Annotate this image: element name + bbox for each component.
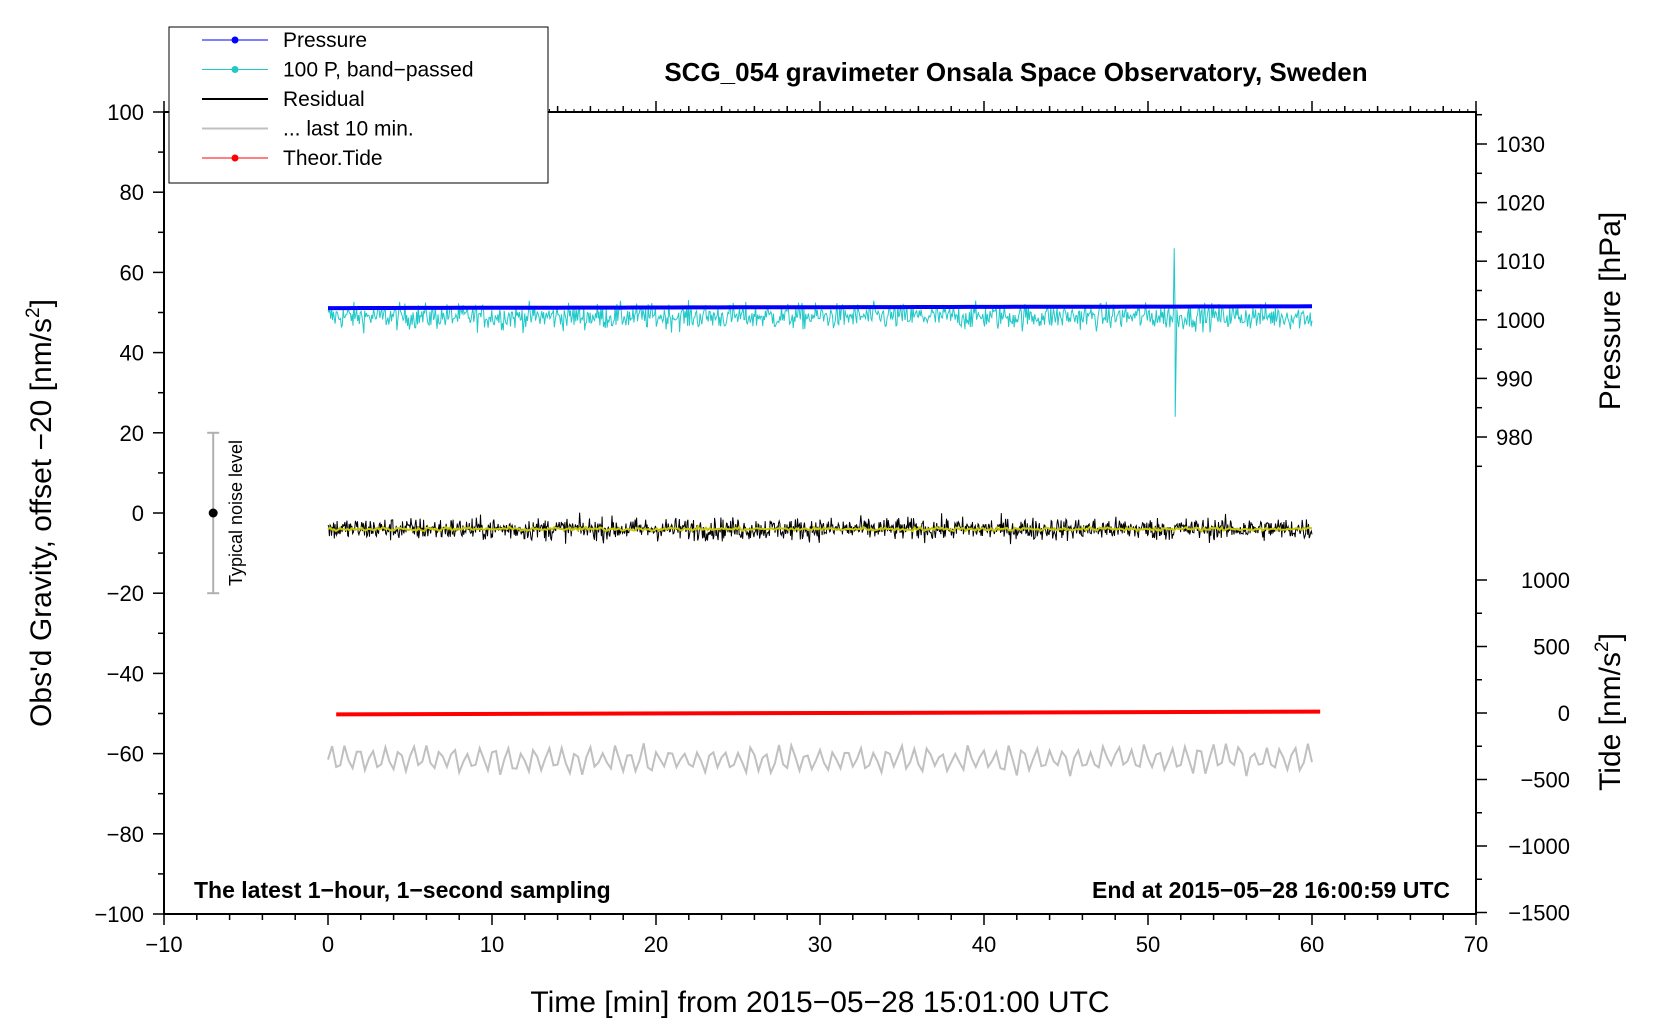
tick-marks (153, 101, 1487, 925)
plot-frame (163, 111, 1477, 915)
x-tick-label: −10 (145, 932, 182, 957)
series-pressure (328, 304, 1313, 311)
y-axis-title-main: Obs'd Gravity, offset −20 [nm/s (25, 318, 58, 727)
x-tick-label: 60 (1300, 932, 1324, 957)
series-theor-tide (336, 709, 1321, 717)
y-tick-label: −20 (107, 581, 144, 606)
noise-bar: Typical noise level (207, 431, 246, 595)
series-residual-smoothed (327, 524, 1313, 533)
tide-tick-label: −500 (1520, 768, 1570, 793)
y-axis-title: Obs'd Gravity, offset −20 [nm/s2] (23, 299, 58, 727)
y-axis-title-close: ] (25, 299, 58, 307)
y-tick-label: 20 (120, 421, 144, 446)
x-tick-label: 40 (972, 932, 996, 957)
y-tick-label: 100 (107, 100, 144, 125)
y-tick-label: 80 (120, 180, 144, 205)
pressure-tick-label: 1020 (1496, 191, 1545, 216)
annotation-left: The latest 1−hour, 1−second sampling (194, 877, 611, 903)
x-tick-label: 30 (808, 932, 832, 957)
tide-tick-label: −1500 (1508, 901, 1570, 926)
tide-axis-title-main: Tide [nm/s (1594, 652, 1627, 791)
legend-label: Pressure (283, 29, 367, 52)
y-tick-label: 40 (120, 341, 144, 366)
tick-labels: −10 0 10 20 30 40 50 60 70100806040200−20−40−60−… (94, 100, 1570, 957)
annotation-right: End at 2015−05−28 16:00:59 UTC (1092, 877, 1450, 903)
tide-tick-label: 0 (1558, 701, 1570, 726)
x-tick-label: 0 (322, 932, 334, 957)
legend-label: ... last 10 min. (283, 118, 414, 141)
pressure-axis-title: Pressure [hPa] (1594, 212, 1627, 410)
x-tick-label: 10 (480, 932, 504, 957)
noise-bar-dot (208, 508, 218, 518)
x-tick-label: 20 (644, 932, 668, 957)
x-tick-label: 50 (1136, 932, 1160, 957)
chart-title: SCG_054 gravimeter Onsala Space Observat… (664, 57, 1367, 87)
series-layer (327, 248, 1321, 777)
pressure-tick-label: 980 (1496, 425, 1533, 450)
noise-bar-label: Typical noise level (226, 440, 246, 586)
series-last-10-min (327, 741, 1313, 777)
legend-marker (231, 66, 239, 73)
legend-label: 100 P, band−passed (283, 59, 474, 82)
pressure-tick-label: 990 (1496, 366, 1533, 391)
legend-label: Residual (283, 88, 365, 111)
legend: Pressure 100 P, band−passed Residual ... la… (168, 26, 549, 184)
tide-tick-label: −1000 (1508, 834, 1570, 859)
y-tick-label: −100 (94, 902, 144, 927)
y-tick-label: −80 (107, 822, 144, 847)
tide-tick-label: 500 (1533, 635, 1570, 660)
y-axis-title-sup: 2 (23, 307, 44, 318)
pressure-tick-label: 1000 (1496, 308, 1545, 333)
series-residual (327, 512, 1313, 545)
pressure-tick-label: 1010 (1496, 249, 1545, 274)
pressure-tick-label: 1030 (1496, 132, 1545, 157)
legend-label: Theor.Tide (283, 147, 383, 170)
tide-axis-title: Tide [nm/s2] (1592, 633, 1627, 791)
y-tick-label: 0 (132, 501, 144, 526)
legend-marker (231, 36, 239, 44)
tide-axis-title-sup: 2 (1592, 641, 1613, 652)
y-tick-label: −40 (107, 661, 144, 686)
legend-marker (231, 154, 239, 162)
series-band-passed-pressure (327, 248, 1313, 417)
tide-tick-label: 1000 (1521, 568, 1570, 593)
tide-axis-title-close: ] (1594, 633, 1627, 641)
x-tick-label: 70 (1464, 932, 1488, 957)
y-tick-label: −60 (107, 742, 144, 767)
x-axis-title: Time [min] from 2015−05−28 15:01:00 UTC (530, 986, 1109, 1019)
y-tick-label: 60 (120, 260, 144, 285)
